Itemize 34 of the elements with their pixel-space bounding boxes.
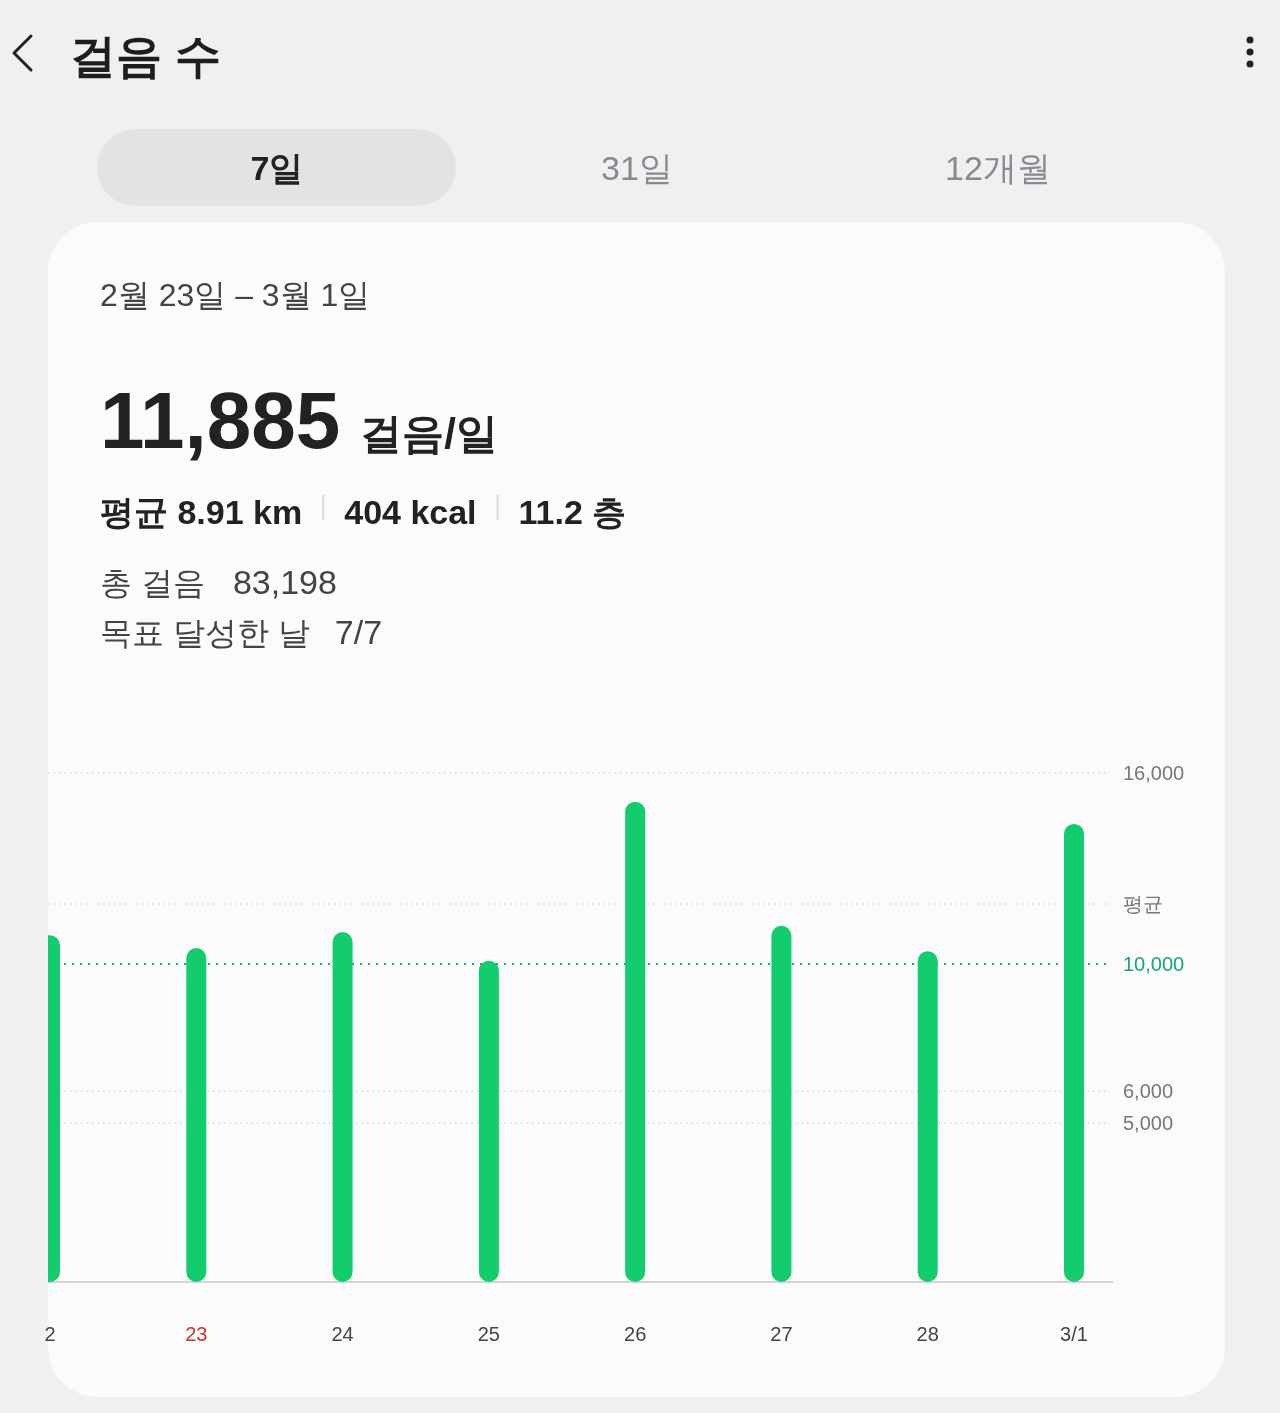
ref-line-label: 평균: [1123, 892, 1163, 915]
text: 목표 달성한 날: [100, 615, 310, 651]
y-tick-label: 5,000: [1123, 1111, 1174, 1134]
y-tick-label: 16,000: [1123, 762, 1185, 784]
text: 11.2 층: [518, 493, 627, 531]
ref-line-label: 10,000: [1123, 952, 1185, 975]
bar: [186, 947, 207, 1282]
text: 총 걸음: [100, 565, 205, 601]
y-tick-label: 6,000: [1123, 1080, 1174, 1103]
bar: [332, 932, 353, 1282]
bar: [771, 925, 792, 1282]
x-tick-label: 2: [44, 1323, 56, 1345]
chart-title: 걸음 수: [70, 30, 221, 82]
bar: [1064, 823, 1084, 1282]
text: 7/7: [334, 613, 383, 651]
text: 83,198: [232, 563, 337, 601]
text: 12개월: [945, 149, 1051, 187]
bar: [625, 801, 646, 1282]
x-tick-label: 25: [477, 1323, 500, 1345]
chart-subtitle: 2월 23일 – 3월 1일: [100, 277, 371, 313]
x-tick-label: 23: [185, 1323, 208, 1345]
x-tick-label: 24: [331, 1323, 354, 1345]
text: 404 kcal: [344, 493, 477, 531]
text: 걸음/일: [360, 410, 498, 457]
text: 평균 8.91 km: [100, 493, 303, 531]
text: 11,885: [100, 376, 341, 465]
x-tick-label: 26: [624, 1323, 647, 1345]
bar: [917, 951, 938, 1282]
text: 7일: [250, 149, 304, 187]
bar: [478, 960, 499, 1282]
x-tick-label: 28: [916, 1323, 939, 1345]
x-tick-label: 27: [770, 1323, 793, 1345]
x-tick-label: 3/1: [1060, 1323, 1088, 1345]
text: 31일: [601, 149, 673, 187]
